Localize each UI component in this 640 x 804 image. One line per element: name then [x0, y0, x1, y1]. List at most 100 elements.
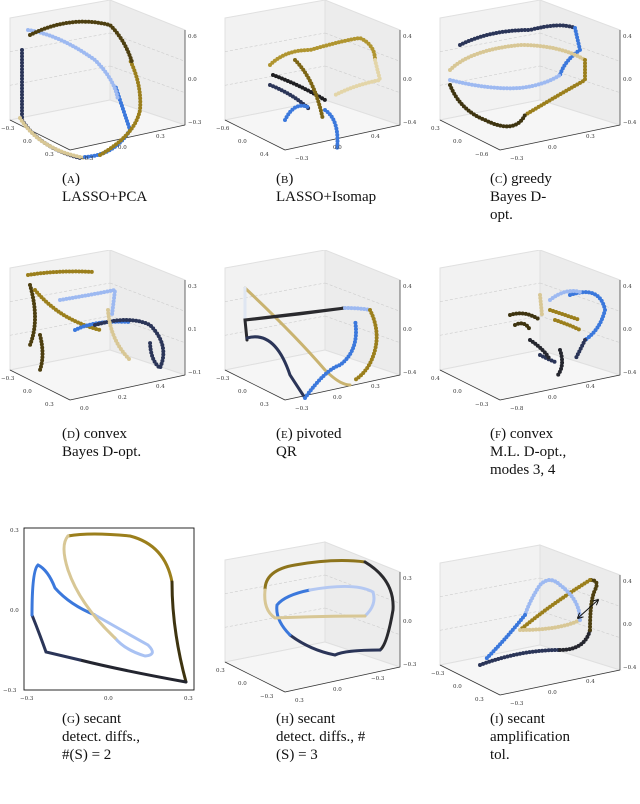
caption-a: (a) LASSO+PCA	[62, 170, 202, 206]
curve-tan	[62, 534, 117, 640]
x-tick-label: −0.3	[1, 376, 15, 382]
x-axis	[439, 369, 501, 401]
z-tick-label: −0.3	[188, 120, 202, 126]
curve-olive	[508, 311, 542, 332]
plot-c-canvas: 0.4 0.0 −0.4 0.3 0.0 −0.6 −0.3 0.0 0.3	[431, 0, 637, 162]
curve-blue	[275, 588, 312, 637]
caption-text: LASSO+Isomap	[276, 189, 377, 205]
curve-olive	[28, 283, 45, 372]
caption-text: LASSO+PCA	[62, 189, 148, 205]
curve-tan	[243, 286, 352, 387]
y-tick-label: 0.2	[118, 395, 127, 401]
x-tick-label: 0.0	[238, 389, 247, 395]
y-tick-label: 0.0	[548, 690, 557, 696]
curve-tan	[448, 42, 587, 72]
axes-box	[223, 541, 402, 693]
plot-h-canvas: 0.3 0.0 −0.3 0.3 0.0 −0.3 0.3 0.0 −0.3	[216, 541, 417, 704]
y-axis	[499, 374, 621, 401]
z-tick-label: 0.0	[188, 77, 197, 83]
grid-line	[224, 282, 326, 302]
curve-gold	[98, 58, 143, 157]
curve-gold	[263, 559, 367, 592]
curve-lightblue	[93, 613, 154, 658]
grid-line	[439, 577, 541, 597]
grid-line	[224, 574, 326, 594]
caption-text: secant detect. diffs., #(S) = 2	[62, 711, 141, 763]
curve-lightblue	[448, 73, 562, 91]
caption-letter: (d)	[62, 426, 80, 442]
z-tick-label: 0.3	[188, 284, 197, 290]
curve-navy	[288, 633, 382, 657]
axes-box	[438, 0, 622, 151]
z-tick-label: 0.0	[403, 77, 412, 83]
axes-box	[438, 544, 622, 696]
axes-box	[223, 250, 402, 401]
caption-text: pivoted QR	[276, 426, 342, 460]
x-tick-label: −0.3	[216, 376, 230, 382]
plot-c: 0.4 0.0 −0.4 0.3 0.0 −0.6 −0.3 0.0 0.3	[430, 0, 640, 165]
z-tick-label: 0.4	[623, 579, 632, 585]
caption-letter: (g)	[62, 711, 80, 727]
tick-labels: 0.4 0.0 −0.4 0.3 0.0 −0.6 −0.3 0.0 0.3	[431, 34, 637, 162]
grid-line	[9, 282, 111, 302]
caption-letter: (a)	[62, 171, 80, 187]
y-tick-label: 0.4	[586, 384, 595, 390]
z-tick-label: 0.4	[403, 284, 412, 290]
curve-gold	[523, 58, 587, 117]
axes-frame	[23, 527, 195, 691]
grid-line	[539, 282, 621, 312]
grid-line	[324, 315, 401, 343]
x-tick-label: −0.3	[260, 694, 274, 700]
y-tick-label: 0.0	[548, 145, 557, 151]
grid-line	[324, 65, 401, 93]
curve-olive	[170, 580, 188, 684]
curve-tan	[333, 58, 383, 97]
grid-line	[439, 32, 541, 52]
curve-tan	[538, 293, 544, 317]
curve-lightblue	[58, 287, 118, 317]
x-tick-label: 0.3	[45, 152, 54, 158]
caption-f: (f) convex M.L. D-opt., modes 3, 4	[490, 425, 580, 479]
caption-i: (i) secant amplification tol.	[490, 710, 590, 764]
axes-box	[8, 0, 187, 151]
curve-lightblue	[343, 306, 372, 312]
back-pane-left	[224, 541, 326, 663]
z-tick-label: 0.6	[188, 34, 197, 40]
curve-tan	[18, 116, 87, 160]
curve-blue	[568, 290, 608, 342]
curve-gold	[548, 308, 582, 332]
x-axis	[439, 119, 501, 151]
tick-labels: 0.4 0.0 −0.4 0.4 0.0 −0.3 −0.8 0.0 0.4	[431, 284, 637, 412]
grid-line	[539, 65, 621, 93]
grid-line	[539, 577, 621, 607]
caption-letter: (i)	[490, 711, 504, 727]
caption-c: (c) greedy Bayes D-opt.	[490, 170, 560, 224]
y-axis	[69, 374, 186, 401]
y-tick-label: −0.3	[510, 156, 524, 162]
curve-blue	[30, 563, 97, 617]
y-tick-mid: 0.0	[10, 608, 19, 614]
grid-line	[439, 315, 541, 336]
plot-i: 0.4 0.0 −0.4 −0.3 0.0 0.3 −0.3 0.0 0.4	[430, 520, 640, 705]
axes-box	[8, 250, 187, 401]
x-tick-right: 0.3	[184, 696, 193, 702]
grid-line	[324, 282, 401, 312]
y-tick-label: 0.4	[586, 679, 595, 685]
x-tick-left: −0.3	[20, 696, 34, 702]
x-axis	[439, 664, 501, 696]
curve-lightblue	[548, 289, 582, 302]
x-tick-label: 0.4	[260, 152, 269, 158]
plot-d: 0.3 0.1 −0.1 −0.3 0.0 0.3 0.0 0.2 0.4	[0, 250, 205, 415]
tick-labels: 0.6 0.0 −0.3 −0.3 0.0 0.3 −0.3 0.0 0.3	[1, 34, 202, 162]
plot-e-canvas: 0.4 0.0 −0.4 −0.3 0.0 0.3 −0.3 0.0 0.3	[216, 250, 417, 412]
z-tick-label: 0.4	[623, 34, 632, 40]
z-tick-label: 0.0	[403, 327, 412, 333]
plot-a: 0.6 0.0 −0.3 −0.3 0.0 0.3 −0.3 0.0 0.3	[0, 0, 205, 165]
x-tick-label: 0.4	[431, 376, 440, 382]
grid-line	[9, 32, 111, 52]
x-tick-label: −0.3	[431, 671, 445, 677]
grid-line	[224, 315, 326, 336]
caption-text: convex Bayes D-opt.	[62, 426, 142, 460]
curve-navy	[478, 648, 562, 667]
y-axis	[499, 669, 621, 696]
